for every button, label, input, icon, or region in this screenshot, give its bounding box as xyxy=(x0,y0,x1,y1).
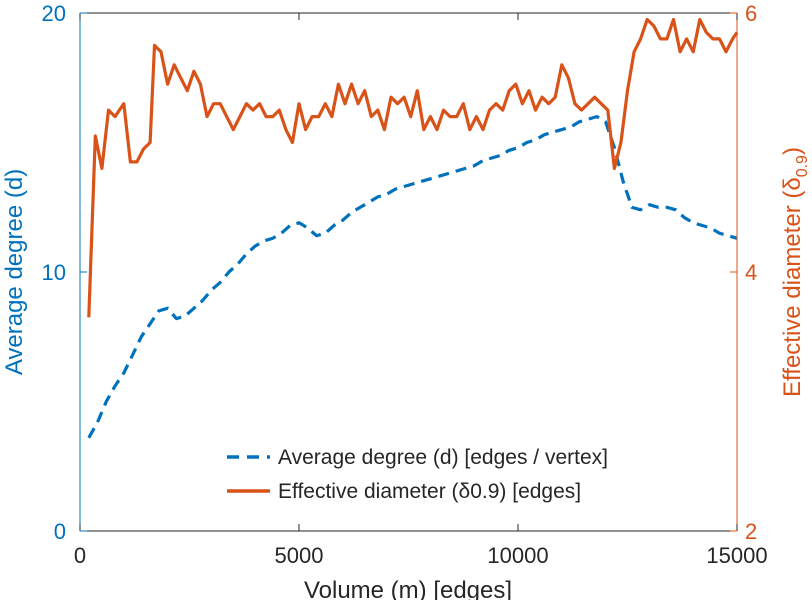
ticks: 0 5000 10000 15000 0 10 20 2 4 6 xyxy=(42,1,768,568)
y-left-tick-label: 20 xyxy=(42,1,66,26)
plot-lines xyxy=(87,17,739,439)
y-right-tick-label: 6 xyxy=(745,1,757,26)
legend-label-diameter: Effective diameter (δ0.9) [edges] xyxy=(278,480,581,503)
y-right-tick-label: 4 xyxy=(745,260,757,285)
y-right-label-end: ) xyxy=(779,147,806,155)
y-left-tick-label: 0 xyxy=(54,519,66,544)
x-tick-label: 15000 xyxy=(706,543,767,568)
x-tick-label: 10000 xyxy=(487,543,548,568)
x-tick-label: 0 xyxy=(74,543,86,568)
x-axis-label: Volume (m) [edges] xyxy=(304,577,512,600)
y-right-tick-label: 2 xyxy=(745,519,757,544)
y-right-label-sub: 0.9 xyxy=(794,155,811,177)
legend-label-degree: Average degree (d) [edges / vertex] xyxy=(278,446,608,469)
y-left-tick-label: 10 xyxy=(42,260,66,285)
series-line-average-degree xyxy=(87,114,738,439)
y-right-axis-label: Effective diameter (δ0.9) xyxy=(779,147,811,397)
series-line-effective-diameter xyxy=(87,17,739,318)
y-left-axis-label: Average degree (d) xyxy=(1,169,28,375)
y-right-label-main: Effective diameter (δ xyxy=(779,177,806,397)
x-tick-label: 5000 xyxy=(275,543,324,568)
legend: Average degree (d) [edges / vertex] Effe… xyxy=(227,446,608,503)
